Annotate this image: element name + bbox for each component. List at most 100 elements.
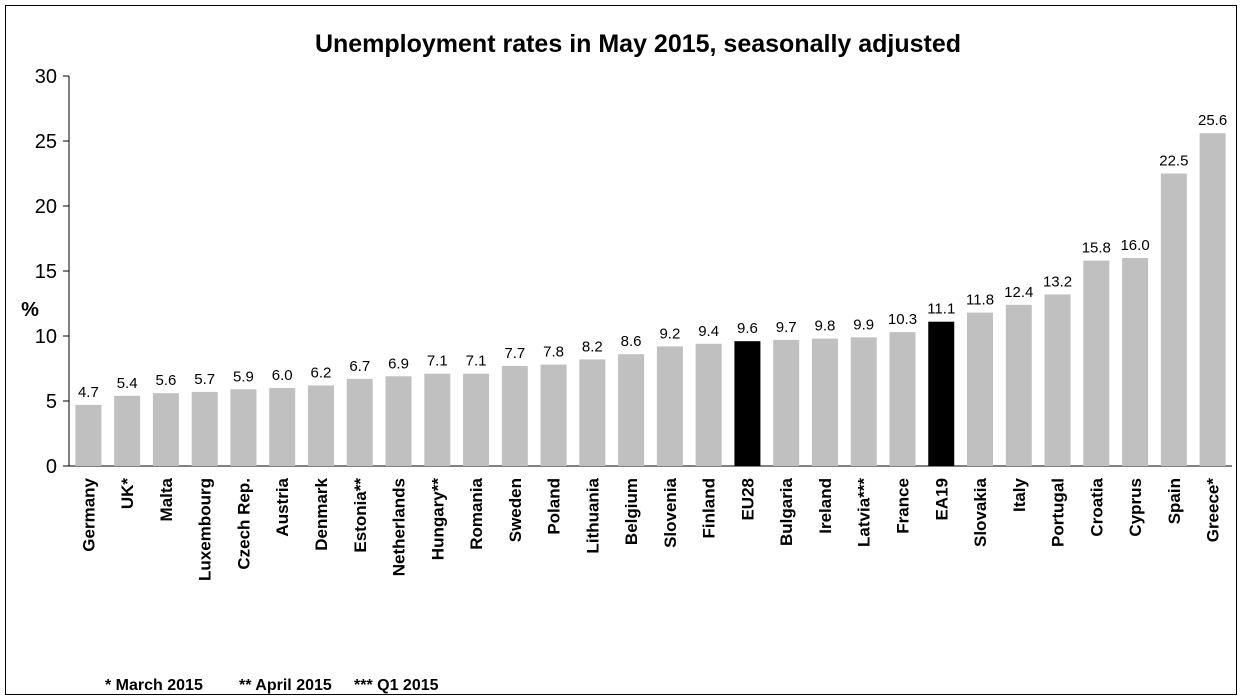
bar: [889, 332, 916, 466]
data-label: 10.3: [888, 311, 917, 328]
bar: [656, 346, 683, 466]
data-label: 9.6: [737, 320, 758, 337]
data-label: 22.5: [1159, 153, 1188, 170]
data-label: 9.2: [659, 325, 680, 342]
bar: [811, 338, 838, 466]
data-label: 6.2: [311, 364, 332, 381]
data-label: 8.2: [582, 338, 603, 355]
data-labels: 4.7 5.4 5.6 5.7 5.9 6.0 6.2 6.7 6.9 7.1 7.1 7.7 7.8 8…: [78, 112, 1227, 401]
category-label: Denmark: [312, 477, 331, 550]
bar: [579, 359, 606, 466]
category-label: Poland: [545, 478, 564, 535]
bar: [75, 404, 102, 466]
category-label: Portugal: [1049, 478, 1068, 547]
category-label: Greece*: [1204, 478, 1223, 543]
category-label: Slovakia: [971, 477, 990, 547]
bar: [191, 391, 218, 466]
footnote: * March 2015: [105, 677, 203, 694]
data-label: 9.4: [698, 323, 719, 340]
category-label: EU28: [738, 478, 757, 521]
category-label: France: [893, 478, 912, 534]
footnote: *** Q1 2015: [354, 677, 439, 694]
bar: [967, 312, 994, 466]
bar: [618, 354, 645, 466]
bar: [385, 376, 412, 466]
bar: [850, 337, 877, 466]
y-tick-label: 30: [35, 66, 57, 88]
category-labels: Germany UK* Malta Luxembourg Czech Rep. Austr…: [79, 477, 1222, 580]
category-label: Slovenia: [661, 477, 680, 547]
bar: [152, 393, 179, 466]
data-label: 9.9: [853, 316, 874, 333]
bar: [773, 339, 800, 466]
footnote: ** April 2015: [239, 677, 332, 694]
data-label: 11.8: [966, 292, 994, 309]
y-tick-label: 15: [35, 261, 57, 283]
bar: [424, 373, 451, 466]
bar: [307, 385, 334, 466]
data-label: 7.1: [427, 353, 448, 370]
bar: [501, 365, 528, 466]
y-tick-label: 5: [46, 391, 57, 413]
category-label: Estonia**: [351, 478, 370, 553]
bar: [695, 343, 722, 466]
bar: [463, 373, 490, 466]
footnotes: * March 2015 ** April 2015 *** Q1 2015: [105, 677, 439, 694]
bar: [928, 321, 955, 466]
bar: [346, 378, 373, 466]
bar: [1199, 133, 1226, 466]
data-label: 5.7: [194, 371, 215, 388]
data-label: 5.6: [155, 372, 176, 389]
category-label: Austria: [273, 477, 292, 536]
category-label: Cyprus: [1126, 478, 1145, 537]
axes: 0 5 10 15 20 25 30: [35, 66, 1232, 478]
data-label: 7.7: [504, 345, 525, 362]
category-label: Bulgaria: [777, 477, 796, 546]
bar: [540, 364, 567, 466]
y-tick-label: 0: [46, 456, 57, 478]
data-label: 6.7: [349, 358, 370, 375]
data-label: 11.1: [927, 301, 955, 318]
y-tick-label: 10: [35, 326, 57, 348]
category-label: Lithuania: [583, 477, 602, 553]
category-label: Malta: [157, 477, 176, 521]
category-label: Italy: [1010, 477, 1029, 512]
data-label: 6.9: [388, 355, 409, 372]
data-label: 4.7: [78, 384, 99, 401]
category-label: Czech Rep.: [234, 478, 253, 570]
bar: [734, 341, 761, 466]
category-label: Belgium: [622, 478, 641, 545]
data-label: 9.7: [776, 319, 797, 336]
chart-title: Unemployment rates in May 2015, seasonal…: [315, 30, 961, 58]
data-label: 16.0: [1120, 237, 1149, 254]
bar: [1122, 258, 1149, 466]
bars: [75, 133, 1226, 466]
category-label: Netherlands: [390, 478, 409, 576]
data-label: 7.8: [543, 344, 564, 361]
bar: [1160, 173, 1187, 466]
bar: [1083, 260, 1110, 466]
category-label: Ireland: [816, 478, 835, 534]
category-label: UK*: [118, 478, 137, 510]
data-label: 13.2: [1043, 273, 1072, 290]
category-label: Romania: [467, 477, 486, 549]
category-label: Luxembourg: [196, 478, 215, 581]
data-label: 8.6: [621, 333, 642, 350]
bar: [1005, 304, 1032, 466]
data-label: 5.9: [233, 368, 254, 385]
category-label: Sweden: [506, 478, 525, 542]
category-label: Croatia: [1087, 477, 1106, 536]
y-tick-label: 25: [35, 131, 57, 153]
bar: [230, 389, 257, 466]
bar: [269, 388, 296, 466]
data-label: 25.6: [1198, 112, 1227, 129]
data-label: 6.0: [272, 367, 293, 384]
category-label: Hungary**: [428, 478, 447, 561]
data-label: 12.4: [1004, 284, 1033, 301]
y-axis-label: %: [21, 299, 39, 321]
y-tick-label: 20: [35, 196, 57, 218]
bar: [114, 395, 141, 466]
data-label: 9.8: [815, 318, 836, 335]
category-label: Latvia***: [855, 478, 874, 547]
